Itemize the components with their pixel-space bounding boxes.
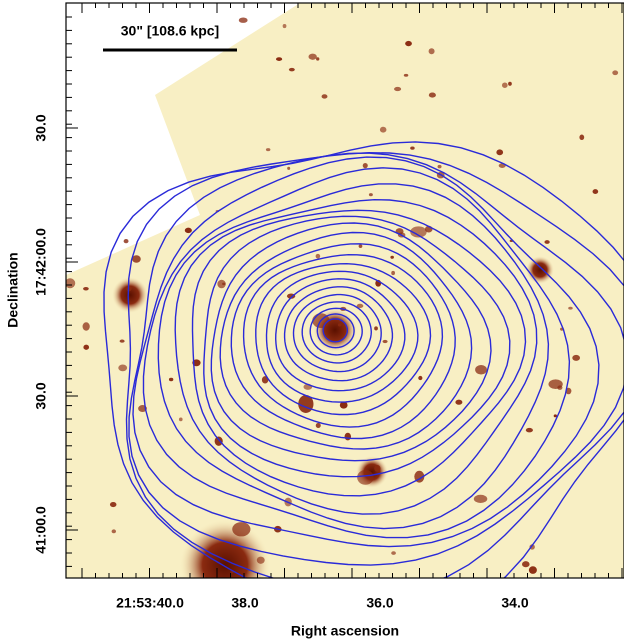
galaxy <box>266 148 270 151</box>
galaxy <box>179 417 183 421</box>
galaxy <box>404 74 409 77</box>
galaxy <box>593 189 599 194</box>
galaxy <box>83 345 89 350</box>
y-tick-label: 17:42:00.0 <box>33 228 49 296</box>
x-tick-label: 21:53:40.0 <box>116 595 184 611</box>
y-tick-label: 41:00.0 <box>33 506 49 554</box>
galaxy <box>363 163 368 168</box>
galaxy <box>316 423 321 428</box>
galaxy <box>110 502 117 507</box>
galaxy <box>455 400 462 405</box>
galaxy <box>579 135 584 140</box>
y-tick-label: 30.0 <box>33 114 49 141</box>
y-axis-title: Declination <box>5 252 21 327</box>
galaxy <box>287 167 290 170</box>
galaxy <box>502 82 508 87</box>
galaxy <box>322 94 328 98</box>
galaxy <box>374 326 378 330</box>
galaxy <box>612 70 618 75</box>
scale-label: 30" [108.6 kpc] <box>121 23 219 39</box>
galaxy <box>215 436 223 445</box>
x-tick-label: 36.0 <box>366 595 393 611</box>
galaxy <box>232 522 250 536</box>
galaxy <box>112 529 116 533</box>
figure: 30" [108.6 kpc] Right ascension Declinat… <box>0 0 624 644</box>
galaxy <box>380 127 387 133</box>
image-footprint <box>66 3 624 578</box>
galaxy <box>390 256 394 259</box>
galaxy <box>429 48 435 54</box>
galaxy <box>185 228 192 233</box>
galaxy <box>369 193 373 196</box>
galaxy <box>405 41 412 46</box>
galaxy <box>316 254 321 259</box>
galaxy <box>429 93 436 98</box>
galaxy <box>475 365 487 374</box>
galaxy <box>374 465 380 472</box>
galaxy <box>359 244 363 248</box>
galaxy <box>438 165 442 168</box>
galaxy <box>338 323 342 326</box>
galaxy <box>309 54 317 60</box>
galaxy <box>357 470 373 485</box>
galaxy <box>83 287 89 290</box>
star <box>526 256 554 284</box>
image <box>65 3 624 622</box>
galaxy <box>169 378 173 381</box>
galaxy <box>568 307 572 310</box>
galaxy <box>217 280 225 289</box>
galaxy <box>289 68 295 72</box>
x-tick-label: 34.0 <box>501 595 528 611</box>
galaxy <box>522 561 530 567</box>
galaxy <box>391 271 395 275</box>
galaxy <box>418 376 422 380</box>
galaxy <box>544 240 549 244</box>
x-axis-title: Right ascension <box>291 623 399 639</box>
x-tick-label: 38.0 <box>231 595 258 611</box>
galaxy <box>283 24 287 28</box>
galaxy <box>345 433 351 441</box>
galaxy <box>508 82 512 86</box>
y-tick-label: 30.0 <box>33 382 49 409</box>
galaxy <box>276 57 282 61</box>
galaxy <box>257 557 265 564</box>
star <box>112 277 148 313</box>
galaxy <box>548 379 562 389</box>
galaxy <box>526 428 533 432</box>
galaxy <box>120 339 125 342</box>
galaxy <box>474 495 487 503</box>
galaxy <box>383 340 388 343</box>
galaxy <box>83 322 90 330</box>
galaxy <box>394 87 401 91</box>
galaxy <box>496 149 503 155</box>
galaxy <box>118 364 127 371</box>
galaxy <box>572 355 580 361</box>
galaxy <box>239 17 248 22</box>
galaxy <box>124 239 129 243</box>
galaxy <box>391 551 396 555</box>
galaxy <box>529 566 537 574</box>
galaxy <box>410 146 414 149</box>
